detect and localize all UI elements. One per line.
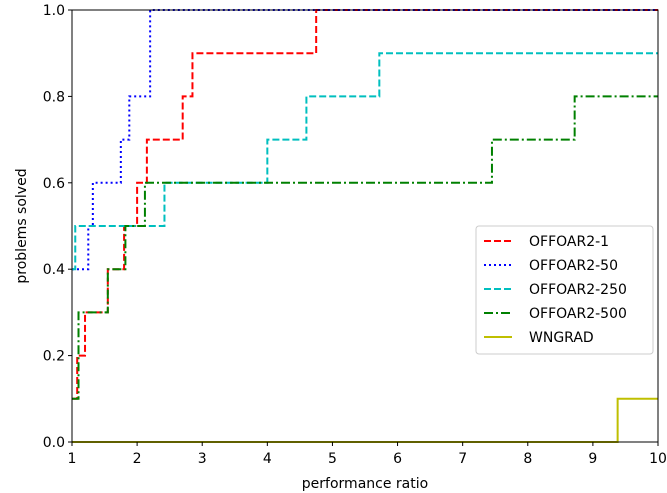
legend-box xyxy=(475,225,654,355)
x-tick-label: 1 xyxy=(68,451,77,467)
x-tick-label: 6 xyxy=(393,451,402,467)
x-axis-label: performance ratio xyxy=(302,476,428,492)
y-tick-label: 0.2 xyxy=(43,349,65,365)
x-tick-label: 10 xyxy=(649,451,667,467)
y-tick-label: 0.4 xyxy=(43,262,65,278)
y-tick-label: 0.8 xyxy=(43,89,65,105)
x-tick-label: 9 xyxy=(588,451,597,467)
x-tick-label: 2 xyxy=(133,451,142,467)
legend-label: OFFOAR2-250 xyxy=(529,282,627,298)
x-tick-label: 7 xyxy=(458,451,467,467)
plot-frame xyxy=(71,9,659,443)
legend-label: WNGRAD xyxy=(529,330,594,346)
x-tick-label: 3 xyxy=(198,451,207,467)
x-tick-label: 4 xyxy=(263,451,272,467)
x-tick-label: 5 xyxy=(328,451,337,467)
y-axis-label: problems solved xyxy=(14,168,30,283)
legend-label: OFFOAR2-500 xyxy=(529,306,627,322)
legend-label: OFFOAR2-50 xyxy=(529,258,618,274)
series-line-wngrad xyxy=(72,397,658,443)
series-line-offoar2-50 xyxy=(72,9,658,271)
y-tick-label: 0.6 xyxy=(43,176,65,192)
legend: OFFOAR2-1 OFFOAR2-50 OFFOAR2-250 OFFOAR2-50… xyxy=(475,225,654,355)
series-line-offoar2-1 xyxy=(72,9,658,400)
series-line-offoar2-250 xyxy=(72,52,658,271)
legend-label: OFFOAR2-1 xyxy=(529,234,609,250)
y-axis: 0.0 0.2 0.4 0.6 0.8 1.0 xyxy=(43,3,72,451)
y-tick-label: 1.0 xyxy=(43,3,65,19)
x-axis: 1 2 3 4 5 6 7 8 9 10 xyxy=(68,442,667,467)
y-tick-label: 0.0 xyxy=(43,435,65,451)
series-line-offoar2-500 xyxy=(72,95,658,400)
x-tick-label: 8 xyxy=(523,451,532,467)
